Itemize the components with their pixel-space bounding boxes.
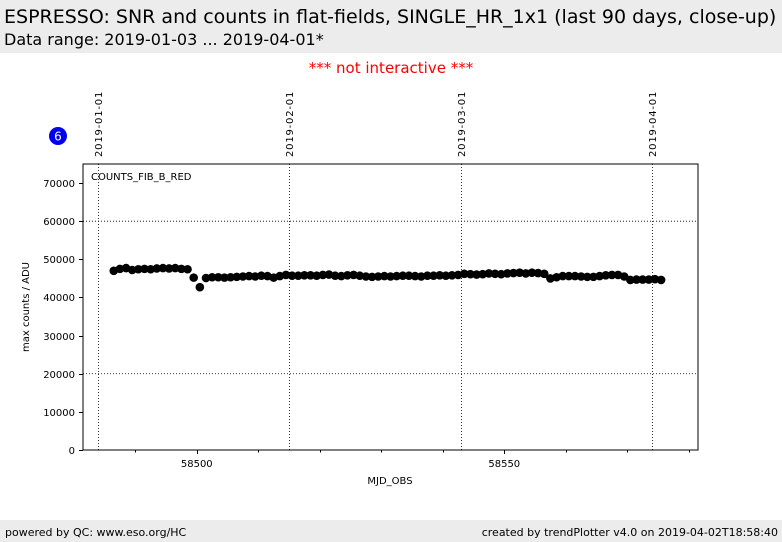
y-tick-label: 60000 <box>43 217 75 228</box>
data-point <box>183 264 192 274</box>
data-point <box>214 272 223 282</box>
data-point <box>638 275 647 284</box>
y-tick-label: 40000 <box>43 293 75 304</box>
data-point <box>576 272 586 281</box>
data-point <box>607 270 617 280</box>
data-point <box>398 271 408 281</box>
data-point <box>226 272 235 282</box>
data-point <box>626 275 635 285</box>
date-marker-label: 2019-02-01 <box>285 91 296 157</box>
data-point <box>257 271 266 281</box>
data-point <box>140 264 149 274</box>
panel-label: COUNTS_FIB_B_RED <box>91 172 192 183</box>
data-point <box>207 272 217 282</box>
header-band <box>0 0 782 53</box>
data-point <box>472 270 481 279</box>
data-point <box>287 271 297 281</box>
data-point <box>195 282 205 292</box>
badge-number: 6 <box>54 130 62 144</box>
footer-powered-by: powered by QC: www.eso.org/HC <box>5 526 187 539</box>
data-point <box>373 272 383 281</box>
y-tick-label: 20000 <box>43 370 75 381</box>
footer-band <box>0 520 782 542</box>
data-point <box>632 275 641 284</box>
footer-created-by: created by trendPlotter v4.0 on 2019-04-… <box>481 526 778 539</box>
grid-layer <box>83 164 698 450</box>
data-point <box>134 264 143 274</box>
date-marker-label: 2019-03-01 <box>457 91 468 157</box>
data-point <box>539 269 549 279</box>
y-axis-label: max counts / ADU <box>21 262 32 352</box>
data-point <box>244 271 254 281</box>
x-axis-label: MJD_OBS <box>367 476 412 487</box>
data-point <box>564 271 574 281</box>
not-interactive-warning: *** not interactive *** <box>308 59 474 77</box>
data-point <box>164 264 174 273</box>
data-point <box>656 275 666 285</box>
x-tick-label: 58500 <box>181 459 213 470</box>
data-point <box>558 271 567 281</box>
data-point <box>293 271 303 281</box>
data-point <box>429 271 438 281</box>
y-tick-label: 0 <box>69 446 75 457</box>
data-point <box>466 269 475 279</box>
y-tick-label: 70000 <box>43 179 75 190</box>
data-point <box>238 272 248 281</box>
data-point <box>583 272 592 282</box>
data-point <box>509 268 518 278</box>
data-point <box>386 272 395 281</box>
page-title: ESPRESSO: SNR and counts in flat-fields,… <box>4 6 777 28</box>
data-point <box>343 271 352 280</box>
data-point <box>570 271 580 281</box>
data-range-subtitle: Data range: 2019-01-03 ... 2019-04-01* <box>4 30 324 49</box>
data-point <box>177 264 186 274</box>
data-point <box>152 264 162 273</box>
data-point <box>330 271 340 281</box>
data-point <box>306 271 315 280</box>
y-tick-label: 30000 <box>43 332 75 343</box>
plot-frame <box>82 163 699 451</box>
data-point <box>404 271 414 281</box>
data-point <box>318 270 328 280</box>
data-point <box>460 269 469 279</box>
y-tick-label: 50000 <box>43 255 75 266</box>
date-marker-label: 2019-01-01 <box>94 91 105 157</box>
data-point <box>601 271 611 280</box>
data-point <box>644 275 654 284</box>
date-marker-label: 2019-04-01 <box>648 91 659 157</box>
data-point <box>447 271 457 280</box>
data-point <box>361 272 371 281</box>
data-point <box>380 271 389 281</box>
data-point <box>435 271 445 280</box>
data-point <box>300 271 309 280</box>
badge-circle <box>49 127 67 145</box>
data-point <box>189 273 198 282</box>
data-point <box>490 269 500 279</box>
data-point <box>158 263 168 273</box>
data-point <box>232 272 242 282</box>
data-point <box>367 272 377 282</box>
data-point <box>484 269 494 278</box>
y-tick-label: 10000 <box>43 408 75 419</box>
data-point <box>423 271 432 281</box>
data-point <box>527 268 537 277</box>
data-point <box>410 271 420 281</box>
data-point <box>503 269 512 278</box>
marks-layer <box>109 263 666 292</box>
data-point <box>392 271 401 281</box>
data-point <box>220 273 229 282</box>
axes-layer: 2019-01-01 2019-02-01 2019-03-01 2019-04-01… <box>43 91 690 470</box>
data-point <box>441 271 451 281</box>
x-tick-label: 58550 <box>488 459 520 470</box>
